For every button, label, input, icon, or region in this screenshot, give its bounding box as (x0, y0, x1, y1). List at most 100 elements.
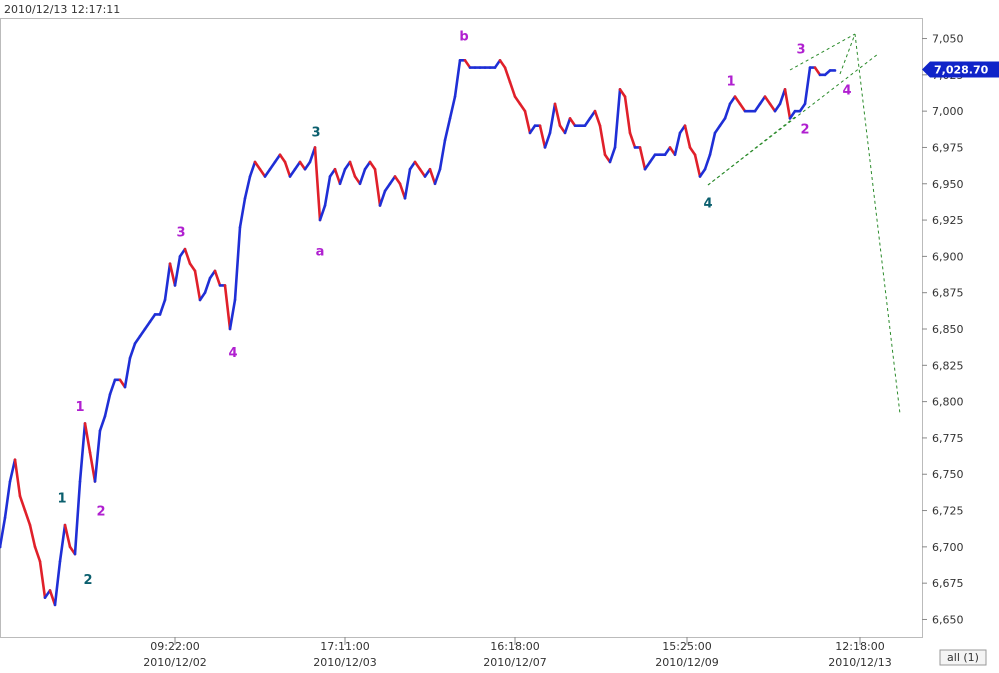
price-segment (443, 117, 452, 142)
price-segment (463, 59, 472, 69)
wave-label: b (459, 30, 468, 45)
wave-label: 1 (57, 491, 66, 506)
price-segment (733, 95, 742, 106)
x-tick-date: 2010/12/07 (483, 656, 546, 669)
price-segment (598, 124, 607, 157)
price-segment (618, 88, 627, 98)
price-segment (173, 255, 182, 287)
price-segment (698, 167, 707, 178)
price-segment (638, 146, 647, 171)
price-segment (53, 560, 62, 607)
y-tick-label: 6,725 (932, 505, 964, 518)
price-segment (188, 262, 197, 273)
x-tick-date: 2010/12/13 (828, 656, 891, 669)
price-segment (433, 167, 442, 186)
price-segment (23, 509, 32, 527)
price-segment (103, 393, 112, 418)
all-button-label[interactable]: all (1) (947, 651, 979, 664)
price-segment (123, 356, 132, 389)
x-tick-date: 2010/12/02 (143, 656, 206, 669)
price-segment (133, 334, 142, 345)
y-tick-label: 6,825 (932, 359, 964, 372)
y-tick-label: 6,700 (932, 541, 964, 554)
price-segment (413, 160, 422, 171)
price-segment (303, 160, 312, 171)
price-segment (403, 167, 412, 200)
price-segment (233, 226, 242, 302)
price-segment (518, 102, 527, 113)
price-segment (708, 131, 717, 157)
header-time: 2010/12/13 12:17:11 (4, 3, 120, 16)
wave-label: 4 (228, 346, 237, 361)
price-segment (193, 269, 202, 302)
x-tick-label: 15:25:00 (662, 640, 711, 653)
price-segment (513, 95, 522, 106)
price-segment (258, 167, 267, 178)
price-segment (0, 516, 7, 549)
price-segment (528, 124, 537, 135)
price-segment (788, 109, 797, 120)
price-segment (783, 88, 792, 120)
price-segment (438, 138, 447, 171)
price-segment (73, 480, 82, 556)
y-tick-label: 6,750 (932, 468, 964, 481)
price-segment (203, 276, 212, 294)
price-segment (553, 102, 562, 127)
price-segment (663, 146, 672, 157)
y-tick-label: 7,050 (932, 33, 964, 46)
price-segment (313, 146, 322, 222)
wave-label: 3 (796, 43, 805, 58)
price-segment (138, 327, 147, 338)
price-segment (278, 153, 287, 164)
x-tick-label: 09:22:00 (150, 640, 199, 653)
price-segment (453, 59, 462, 98)
y-tick-label: 6,775 (932, 432, 964, 445)
price-segment (63, 523, 72, 549)
price-segment (78, 422, 87, 483)
price-segment (98, 414, 107, 432)
price-segment (223, 284, 232, 331)
price-segment (128, 342, 137, 360)
price-segment (608, 146, 617, 164)
price-segment (378, 189, 387, 207)
price-segment (163, 262, 172, 302)
price-segment (33, 545, 42, 563)
y-tick-label: 6,875 (932, 287, 964, 300)
x-tick-date: 2010/12/03 (313, 656, 376, 669)
wave-label: 1 (75, 400, 84, 415)
wave-label: a (316, 245, 325, 260)
price-segment (358, 167, 367, 186)
price-segment (713, 124, 722, 135)
price-segment (723, 102, 732, 120)
price-segment (548, 102, 557, 135)
price-segment (703, 153, 712, 171)
all-button[interactable] (939, 649, 987, 666)
price-segment (773, 102, 782, 113)
wave-label: 4 (842, 83, 851, 98)
y-tick-label: 6,800 (932, 396, 964, 409)
price-segment (168, 262, 177, 287)
price-segment (503, 66, 512, 84)
last-price-label: 7,028.70 (934, 63, 989, 76)
price-segment (263, 167, 272, 178)
price-segment (368, 160, 377, 171)
price-segment (768, 102, 777, 113)
x-tick-label: 16:18:00 (490, 640, 539, 653)
price-segment (253, 160, 262, 171)
price-segment (158, 298, 167, 316)
price-segment (688, 146, 697, 157)
x-tick-label: 12:18:00 (835, 640, 884, 653)
x-tick-date: 2010/12/09 (655, 656, 718, 669)
price-segment (718, 117, 727, 127)
price-segment (583, 117, 592, 127)
y-tick-label: 7,000 (932, 105, 964, 118)
price-segment (648, 153, 657, 164)
price-segment (738, 102, 747, 113)
price-segment (388, 175, 397, 186)
price-segment (418, 167, 427, 178)
price-segment (338, 167, 347, 186)
price-segment (593, 109, 602, 127)
price-segment (213, 269, 222, 287)
price-segment (813, 66, 822, 77)
